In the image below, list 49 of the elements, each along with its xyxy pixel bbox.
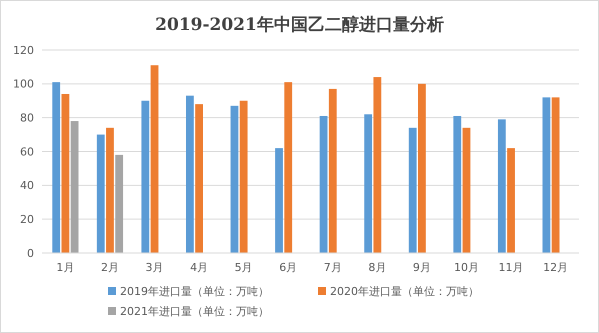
bar: [141, 100, 150, 253]
bar: [542, 97, 550, 253]
bar: [552, 97, 560, 253]
x-tick-label: 9月: [412, 261, 431, 274]
legend-label: 2020年进口量（单位：万吨）: [330, 285, 479, 298]
legend-label: 2021年进口量（单位：万吨）: [120, 305, 269, 318]
bar: [70, 121, 78, 253]
bar: [150, 65, 158, 253]
x-tick-label: 10月: [454, 261, 479, 274]
x-tick-label: 2月: [100, 261, 119, 274]
y-tick-label: 60: [20, 145, 34, 158]
x-tick-label: 12月: [543, 261, 568, 274]
bar: [96, 134, 105, 253]
bar: [284, 82, 292, 253]
bar: [373, 77, 382, 253]
bar: [462, 128, 470, 253]
bar: [320, 116, 328, 253]
x-tick-label: 8月: [368, 261, 386, 274]
x-tick-label: 7月: [324, 261, 342, 274]
bar: [240, 100, 248, 253]
bar: [507, 148, 515, 253]
bar: [195, 104, 203, 253]
y-tick-label: 20: [20, 213, 34, 226]
bar: [275, 148, 283, 253]
bar: [453, 116, 462, 253]
x-tick-label: 6月: [279, 261, 298, 274]
x-tick-label: 5月: [234, 261, 253, 274]
bar: [328, 88, 337, 253]
bar: [408, 128, 417, 253]
bar: [115, 154, 124, 253]
bar: [418, 84, 426, 253]
bar: [498, 119, 506, 253]
x-tick-label: 1月: [56, 261, 74, 274]
legend-label: 2019年进口量（单位：万吨）: [120, 285, 269, 298]
y-tick-label: 100: [13, 78, 34, 91]
y-tick-label: 80: [20, 112, 34, 125]
x-tick-label: 11月: [498, 261, 524, 274]
bar: [186, 96, 194, 253]
bar: [230, 106, 238, 253]
x-tick-label: 3月: [146, 261, 164, 274]
bar: [364, 114, 372, 253]
bar: [52, 82, 60, 253]
bar: [61, 94, 70, 253]
bar: [106, 128, 114, 253]
y-tick-label: 120: [13, 44, 34, 57]
chart-title: 2019-2021年中国乙二醇进口量分析: [155, 15, 444, 35]
y-tick-label: 40: [20, 179, 34, 192]
x-tick-label: 4月: [190, 261, 208, 274]
y-tick-label: 0: [27, 246, 34, 260]
